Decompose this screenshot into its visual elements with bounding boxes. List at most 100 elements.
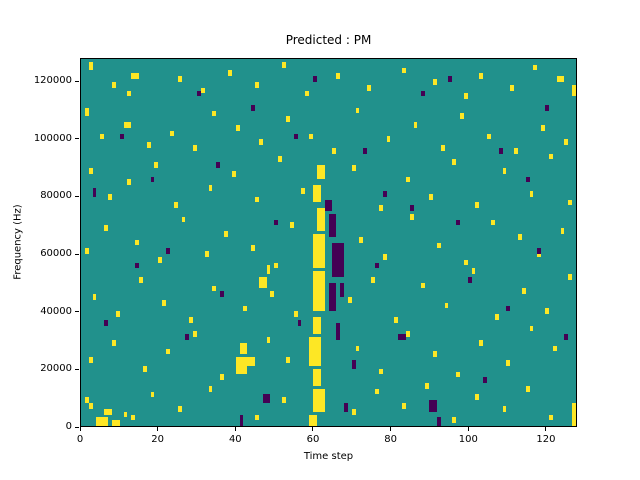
heatmap-cell (293, 311, 298, 318)
heatmap-cell (494, 314, 499, 320)
heatmap-cell (351, 360, 356, 369)
y-tick-mark (75, 80, 79, 82)
heatmap-cell (409, 205, 414, 211)
heatmap-cell (274, 219, 279, 226)
heatmap-cell (162, 299, 167, 306)
heatmap-cell (297, 319, 302, 326)
x-tick-label: 60 (306, 434, 320, 445)
heatmap-cell (289, 222, 294, 229)
heatmap-cell (313, 76, 317, 82)
heatmap-cell (452, 417, 457, 424)
x-tick-label: 80 (384, 434, 397, 445)
heatmap-cell (169, 130, 174, 137)
heatmap-cell (177, 76, 182, 82)
heatmap-cell (355, 107, 360, 114)
heatmap-cell (560, 228, 565, 234)
x-tick-mark (390, 427, 392, 431)
heatmap-cell (525, 176, 530, 183)
heatmap-cell (282, 61, 286, 68)
heatmap-cell (332, 242, 344, 277)
heatmap-cell (529, 325, 534, 332)
y-tick-mark (75, 311, 79, 313)
heatmap-cell (378, 205, 383, 211)
plot-area (80, 58, 577, 427)
y-tick-mark (75, 253, 79, 255)
heatmap-cell (104, 319, 109, 326)
heatmap-cell (564, 139, 569, 146)
heatmap-cell (309, 133, 314, 140)
heatmap-cell (135, 239, 139, 246)
heatmap-cell (556, 76, 565, 82)
heatmap-cell (475, 202, 480, 209)
x-tick-mark (312, 427, 314, 431)
heatmap-cell (463, 93, 468, 100)
heatmap-cell (456, 371, 460, 378)
heatmap-cell (135, 262, 139, 269)
heatmap-cell (313, 368, 321, 386)
heatmap-cell (200, 87, 205, 94)
heatmap-cell (548, 153, 553, 160)
y-tick-label: 120000 (33, 75, 72, 87)
heatmap-cell (255, 196, 259, 203)
heatmap-cell (131, 73, 139, 80)
x-axis-label: Time step (303, 451, 354, 462)
heatmap-cell (378, 368, 383, 375)
heatmap-cell (537, 248, 542, 254)
heatmap-cell (382, 190, 387, 197)
heatmap-cell (398, 334, 406, 340)
heatmap-cell (448, 76, 453, 82)
heatmap-cell (111, 420, 120, 426)
heatmap-cell (568, 274, 573, 280)
x-tick-label: 100 (458, 434, 478, 445)
heatmap-cell (111, 339, 116, 346)
heatmap-cell (517, 233, 522, 240)
heatmap-cell (316, 165, 325, 180)
heatmap-cell (374, 262, 379, 269)
heatmap-cell (413, 122, 418, 128)
heatmap-cell (235, 357, 248, 375)
heatmap-cell (386, 136, 391, 143)
heatmap-cell (208, 185, 213, 191)
heatmap-cell (88, 403, 93, 409)
heatmap-cell (471, 268, 476, 275)
heatmap-cell (235, 124, 240, 131)
heatmap-cell (243, 305, 248, 312)
heatmap-cell (166, 248, 170, 254)
heatmap-cell (251, 104, 256, 111)
heatmap-cell (409, 213, 414, 220)
heatmap-cell (394, 317, 399, 323)
heatmap-cell (96, 417, 109, 426)
heatmap-cell (88, 61, 93, 71)
x-tick-label: 0 (76, 434, 84, 445)
heatmap-cell (467, 276, 472, 283)
heatmap-cell (84, 248, 89, 254)
heatmap-cell (131, 414, 136, 421)
heatmap-cell (231, 170, 236, 177)
heatmap-cell (166, 348, 170, 355)
heatmap-cell (301, 188, 306, 194)
heatmap-cell (224, 231, 228, 237)
heatmap-cell (541, 124, 546, 131)
heatmap-cell (266, 265, 271, 275)
heatmap-cell (189, 317, 194, 323)
heatmap-cell (251, 245, 256, 252)
heatmap-cell (456, 219, 460, 226)
heatmap-cell (104, 408, 112, 415)
heatmap-cell (545, 308, 549, 315)
heatmap-cell (537, 251, 542, 257)
heatmap-cell (502, 405, 507, 412)
heatmap-cell (514, 147, 518, 154)
y-tick-label: 20000 (40, 363, 72, 375)
heatmap-cell (173, 202, 178, 209)
heatmap-cell (313, 271, 325, 312)
heatmap-cell (100, 133, 105, 140)
y-tick-label: 60000 (40, 248, 72, 260)
heatmap-cell (572, 84, 576, 97)
heatmap-cell (552, 345, 557, 352)
heatmap-cell (336, 73, 341, 80)
heatmap-cell (313, 233, 325, 269)
heatmap-cell (405, 176, 410, 183)
heatmap-cell (88, 357, 93, 363)
heatmap-cell (506, 360, 511, 366)
heatmap-cell (227, 70, 232, 77)
